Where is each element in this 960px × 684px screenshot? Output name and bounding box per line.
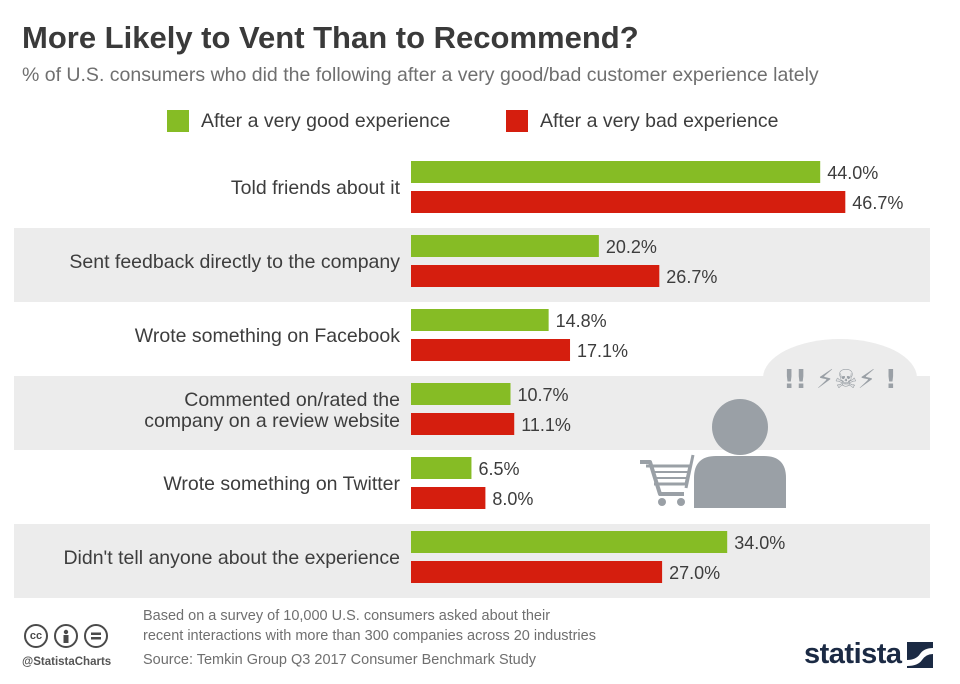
- legend-item-bad: After a very bad experience: [506, 108, 778, 134]
- legend-swatch-bad: [506, 110, 528, 132]
- footnote-line-1: Based on a survey of 10,000 U.S. consume…: [143, 608, 551, 624]
- bar-bad: [411, 487, 486, 509]
- bar-chart: !! ⚡☠⚡ ! Told friends about it 44.0% 46.7%…: [14, 161, 930, 598]
- value-label: 11.1%: [521, 415, 571, 435]
- value-label: 46.7%: [852, 193, 903, 213]
- bar-good: [411, 383, 511, 405]
- cc-icon[interactable]: cc: [24, 624, 48, 648]
- bar-good: [411, 531, 728, 553]
- bar-bad: [411, 339, 571, 361]
- value-label: 6.5%: [478, 459, 519, 479]
- value-label: 27.0%: [669, 563, 720, 583]
- speech-symbols: !! ⚡☠⚡ !: [783, 365, 897, 395]
- bar-bad: [411, 191, 846, 213]
- value-label: 17.1%: [577, 341, 628, 361]
- category-label: company on a review website: [144, 410, 400, 432]
- value-label: 10.7%: [518, 385, 569, 405]
- speech-bubble-icon: !! ⚡☠⚡ !: [763, 339, 917, 417]
- category-label: Didn't tell anyone about the experience: [63, 547, 400, 569]
- legend-label-good: After a very good experience: [201, 109, 451, 132]
- chart-subtitle: % of U.S. consumers who did the followin…: [22, 64, 819, 86]
- category-label: Wrote something on Twitter: [163, 473, 400, 495]
- social-handle[interactable]: @StatistaCharts: [22, 656, 112, 668]
- source-note: Source: Temkin Group Q3 2017 Consumer Be…: [143, 652, 537, 668]
- bar-bad: [411, 561, 663, 583]
- person-icon: [694, 399, 786, 508]
- logo-text: statista: [804, 638, 902, 670]
- shopping-cart-icon: [640, 454, 695, 506]
- value-label: 26.7%: [666, 267, 717, 287]
- value-label: 20.2%: [606, 237, 657, 257]
- bar-bad: [411, 265, 660, 287]
- category-label: Told friends about it: [231, 177, 401, 199]
- category-label: Sent feedback directly to the company: [69, 251, 400, 273]
- legend-label-bad: After a very bad experience: [540, 109, 779, 132]
- footnote-line-2: recent interactions with more than 300 c…: [143, 628, 596, 644]
- bar-good: [411, 161, 821, 183]
- value-label: 44.0%: [827, 163, 878, 183]
- category-label: Commented on/rated the: [184, 389, 400, 411]
- no-derivatives-icon[interactable]: [84, 624, 108, 648]
- statista-logo[interactable]: statista: [804, 638, 933, 671]
- value-label: 8.0%: [492, 489, 533, 509]
- value-label: 34.0%: [734, 533, 785, 553]
- bar-good: [411, 309, 549, 331]
- chart-title: More Likely to Vent Than to Recommend?: [22, 20, 639, 55]
- category-label: Wrote something on Facebook: [135, 325, 400, 347]
- value-label: 14.8%: [556, 311, 607, 331]
- license-icons: cc: [24, 624, 108, 648]
- bar-bad: [411, 413, 515, 435]
- footnote: Based on a survey of 10,000 U.S. consume…: [143, 606, 703, 646]
- bar-good: [411, 457, 472, 479]
- illustration: !! ⚡☠⚡ !: [640, 339, 917, 508]
- attribution-icon[interactable]: [54, 624, 78, 648]
- bar-good: [411, 235, 599, 257]
- statista-logo-icon: [906, 641, 933, 668]
- legend-item-good: After a very good experience: [167, 108, 450, 134]
- legend-swatch-good: [167, 110, 189, 132]
